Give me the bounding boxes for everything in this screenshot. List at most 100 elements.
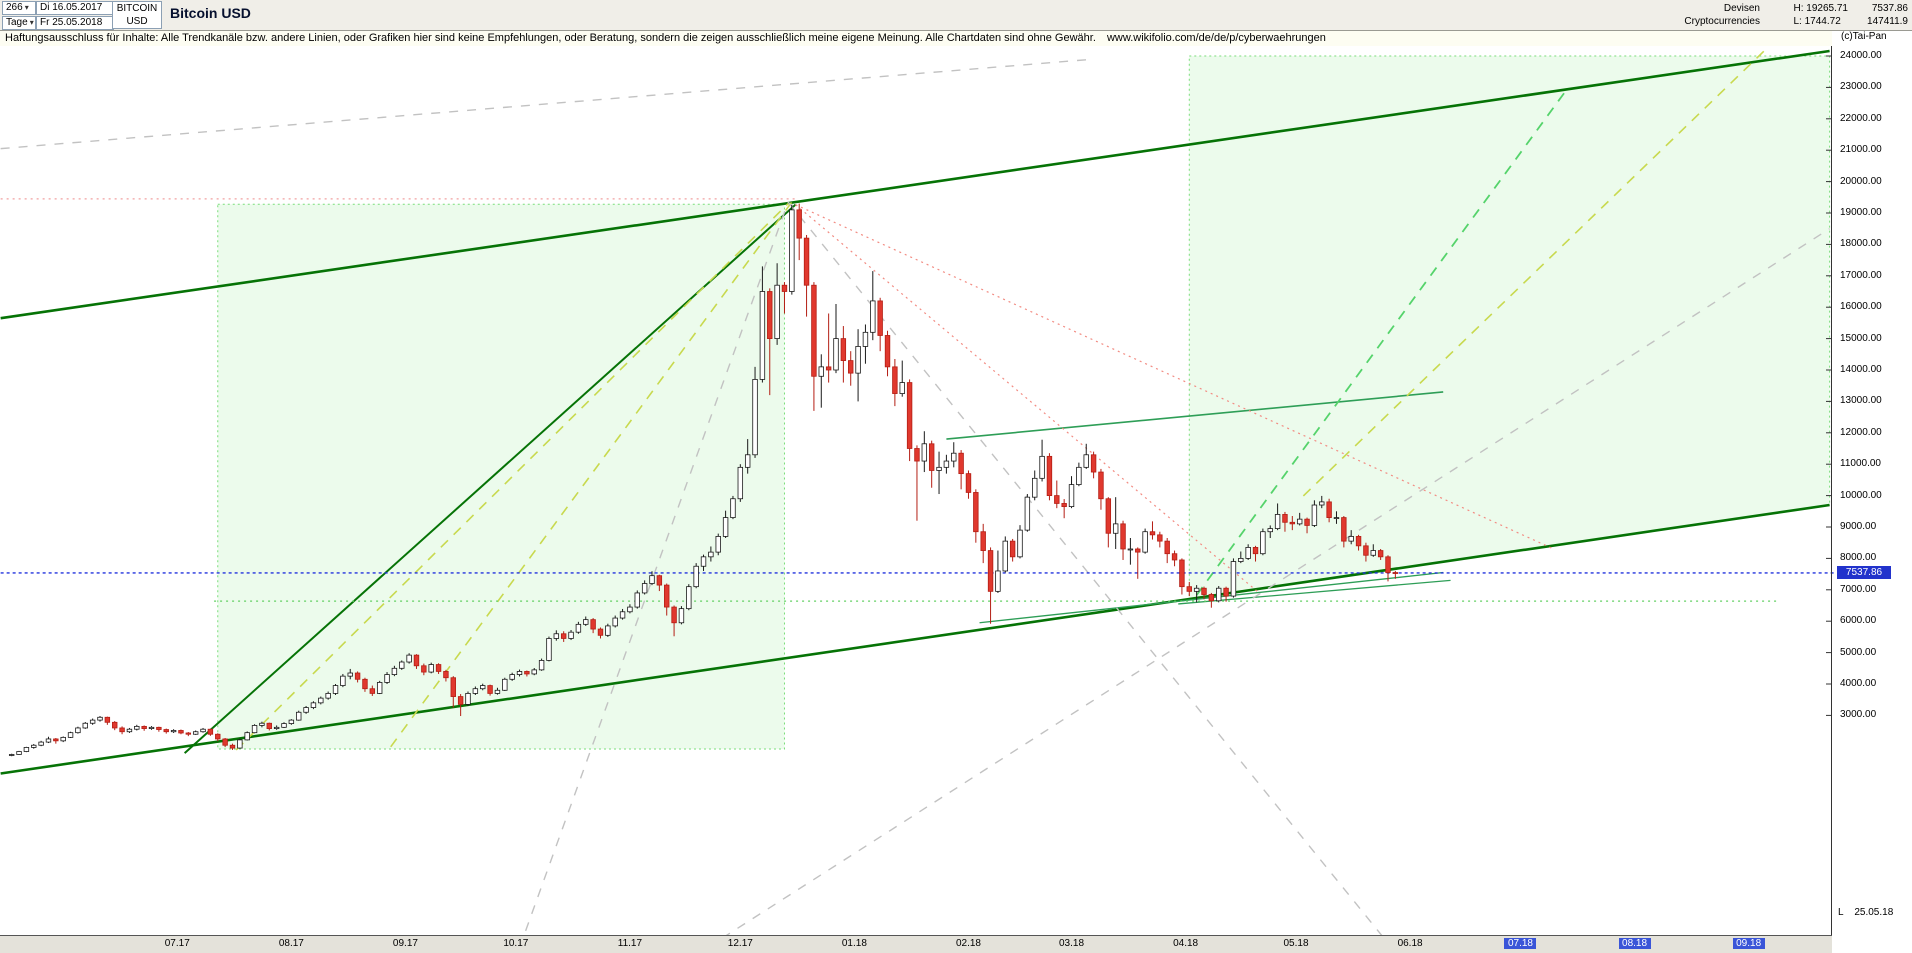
- x-axis-label: 12.17: [727, 938, 753, 949]
- gray-dashed-upper: [0, 58, 1094, 150]
- y-axis-label: 9000.00: [1840, 521, 1877, 532]
- candle: [980, 531, 986, 551]
- red-dotted-fan-2: [795, 204, 1554, 550]
- high-value: H: 19265.71: [1793, 3, 1849, 14]
- candle: [97, 716, 103, 721]
- candle: [877, 300, 883, 336]
- symbol-field[interactable]: BITCOIN USD: [112, 1, 162, 29]
- candle: [229, 744, 236, 749]
- candle: [928, 443, 935, 471]
- candle: [156, 726, 162, 730]
- y-axis-label: 16000.00: [1840, 301, 1882, 313]
- candle: [848, 360, 854, 374]
- candle: [862, 331, 869, 347]
- candle: [384, 674, 390, 683]
- bars-count-value: 266: [6, 2, 23, 13]
- candle: [67, 732, 74, 738]
- candle: [1083, 454, 1089, 468]
- candle: [1216, 587, 1222, 602]
- period-value: Tage: [6, 17, 28, 28]
- x-axis-label: 11.17: [617, 938, 643, 949]
- x-axis-label: 01.18: [841, 938, 867, 949]
- price-volume-readout: 7537.86 147411.9: [1867, 2, 1908, 28]
- y-axis-label: 11000.00: [1840, 458, 1881, 470]
- disclaimer-text: Haftungsausschluss für Inhalte: Alle Tre…: [5, 32, 1096, 44]
- y-axis-label: 5000.00: [1840, 646, 1877, 658]
- candle: [516, 671, 523, 675]
- x-axis-label: 08.18: [1618, 938, 1651, 949]
- period-dropdown[interactable]: Tage ▾: [2, 16, 36, 30]
- candle: [1201, 587, 1207, 595]
- highlight-region-2018: [1188, 55, 1831, 600]
- candle: [1135, 548, 1141, 553]
- price-chart[interactable]: [0, 30, 1836, 952]
- candle: [185, 732, 192, 735]
- candle: [1238, 558, 1244, 562]
- candle: [987, 550, 994, 592]
- candle: [487, 685, 493, 694]
- candle: [899, 382, 905, 394]
- candle: [892, 366, 898, 394]
- candle: [671, 606, 677, 624]
- candle: [1282, 514, 1288, 523]
- fan-dashed-yellow-2: [390, 201, 793, 748]
- candle: [1252, 547, 1259, 555]
- x-axis-label: 09.17: [392, 938, 418, 949]
- candle: [870, 300, 876, 333]
- fan-dashed-yellow-1: [235, 203, 789, 751]
- chevron-down-icon: ▾: [24, 3, 29, 12]
- candle: [693, 565, 699, 588]
- candle: [1017, 529, 1023, 558]
- candle: [1149, 531, 1156, 536]
- disclaimer-link[interactable]: www.wikifolio.com/de/de/p/cyberwaehrunge…: [1106, 32, 1326, 44]
- candle: [75, 727, 81, 734]
- candle: [936, 466, 942, 471]
- bars-count-dropdown[interactable]: 266 ▾: [2, 1, 36, 15]
- candle: [347, 672, 353, 677]
- time-axis: 07.17 08.17 09.17 10.17 11.17 12.17 01.18 02.18…: [0, 935, 1832, 953]
- y-axis-label: 6000.00: [1840, 615, 1877, 627]
- candle: [480, 685, 486, 690]
- candle: [296, 711, 302, 721]
- candle: [965, 473, 972, 493]
- candle: [641, 583, 648, 594]
- candle: [413, 654, 420, 667]
- candle: [921, 443, 928, 462]
- y-axis-label: 4000.00: [1840, 678, 1877, 689]
- candle: [973, 492, 979, 533]
- candle: [472, 688, 479, 694]
- last-price-axis-badge: 7537.86: [1837, 565, 1891, 579]
- candle: [1260, 531, 1266, 555]
- start-date-field[interactable]: Di 16.05.2017: [36, 1, 114, 15]
- candle: [590, 619, 596, 630]
- x-axis-label: 10.17: [503, 938, 529, 949]
- category-line-2: Cryptocurrencies: [1684, 16, 1760, 27]
- candle: [752, 379, 758, 456]
- candle: [141, 725, 147, 729]
- candle: [1112, 523, 1119, 534]
- y-axis-label: 21000.00: [1840, 144, 1882, 156]
- gray-dashed-triangle-left: [518, 201, 789, 948]
- candle: [340, 675, 346, 686]
- y-axis-label: 7000.00: [1840, 583, 1877, 595]
- candle: [597, 628, 604, 636]
- candle: [362, 678, 368, 690]
- candle: [1068, 484, 1075, 507]
- candle: [45, 738, 52, 743]
- y-axis-label: 20000.00: [1840, 175, 1882, 187]
- y-axis-label: 18000.00: [1840, 238, 1882, 250]
- candle: [509, 674, 515, 680]
- candle: [8, 754, 15, 756]
- upper-channel-line: [0, 49, 1830, 320]
- end-date-field[interactable]: Fr 25.05.2018: [36, 16, 114, 30]
- candle: [1311, 504, 1318, 526]
- candle: [457, 696, 464, 705]
- x-axis-label: 09.18: [1732, 938, 1765, 949]
- candle: [266, 722, 272, 729]
- y-axis-label: 15000.00: [1840, 332, 1882, 344]
- y-axis-label: 19000.00: [1840, 207, 1882, 218]
- candle: [192, 731, 199, 735]
- candle: [60, 736, 66, 742]
- candle: [767, 291, 773, 339]
- candle: [811, 284, 817, 377]
